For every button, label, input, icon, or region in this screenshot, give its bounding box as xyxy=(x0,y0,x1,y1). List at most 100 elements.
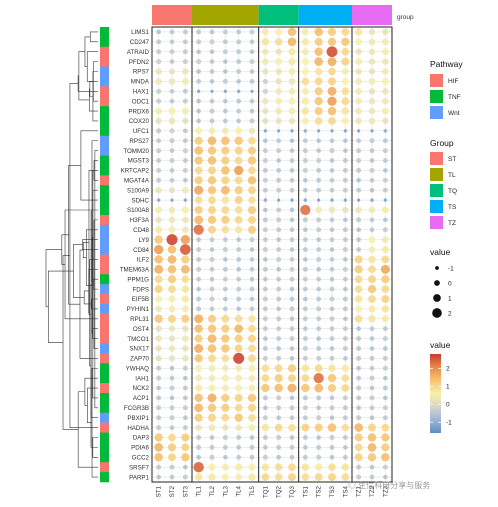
data-point-LY9-TZ1 xyxy=(356,237,361,242)
data-point-OST4-TQ2 xyxy=(276,326,282,332)
data-point-PDIA6-TQ1 xyxy=(263,445,268,450)
data-point-ZAP70-TL4 xyxy=(233,352,245,364)
data-point-LIMS1-TL2 xyxy=(209,29,215,35)
data-point-SRSF7-TL3 xyxy=(221,463,229,471)
dendrogram-link xyxy=(80,130,98,201)
data-point-COX20-TS1 xyxy=(301,117,309,125)
data-point-CD247-TZ1 xyxy=(355,38,363,46)
row-label: OST4 xyxy=(133,326,150,333)
data-point-S100A9-ST1 xyxy=(155,187,162,194)
data-point-PRDX6-ST3 xyxy=(181,107,189,115)
legend-label: 1 xyxy=(446,384,450,391)
legend-label: 2 xyxy=(448,310,452,317)
data-points xyxy=(154,27,390,481)
data-point-PARP1-TS4 xyxy=(341,473,350,481)
data-point-RPS7-TL4 xyxy=(236,69,242,74)
data-point-PARP1-TL2 xyxy=(208,473,216,481)
data-point-S100A8-TL3 xyxy=(221,206,230,214)
data-point-SNX17-TZ3 xyxy=(383,346,388,351)
data-point-MGST3-TS4 xyxy=(342,158,348,163)
data-point-PBXIP1-TQ3 xyxy=(289,415,295,421)
data-point-OST4-TQ1 xyxy=(262,326,268,332)
data-point-PFDN2-TZ2 xyxy=(368,58,376,65)
data-point-S100A8-TS4 xyxy=(342,206,349,214)
data-point-OST4-TL5 xyxy=(248,324,256,333)
data-point-PPM1G-TQ1 xyxy=(263,276,268,282)
data-point-GCC2-TS3 xyxy=(329,454,335,460)
data-point-ZAP70-TL3 xyxy=(221,354,230,363)
data-point-SNX17-ST1 xyxy=(155,345,162,352)
data-point-YWHAQ-TQ2 xyxy=(274,364,283,373)
data-point-FDPS-TS3 xyxy=(329,286,335,292)
data-point-KRTCAP2-TS2 xyxy=(316,168,322,173)
data-point-KRTCAP2-TS3 xyxy=(329,168,335,173)
pathway-cell-CD48 xyxy=(100,224,109,236)
data-point-PPM1G-TZ3 xyxy=(381,275,390,284)
data-point-FDPS-TQ3 xyxy=(289,286,295,292)
data-point-HAX1-TS3 xyxy=(327,86,337,96)
data-point-PRDX6-TL4 xyxy=(236,108,242,114)
data-point-IAH1-TL4 xyxy=(235,374,243,382)
data-point-CD84-TQ2 xyxy=(276,247,282,252)
data-point-PBXIP1-TQ2 xyxy=(276,415,281,420)
data-point-IAH1-TL5 xyxy=(248,374,256,382)
data-point-COX20-ST3 xyxy=(182,118,189,124)
dendrogram-link xyxy=(92,71,98,122)
data-point-ACP1-TZ2 xyxy=(369,395,375,401)
data-point-RPL31-ST3 xyxy=(181,314,190,323)
data-point-FCGR3B-TS1 xyxy=(302,405,308,411)
row-label: ZAP70 xyxy=(130,356,149,363)
data-point-TMCO1-TS2 xyxy=(316,336,321,341)
data-point-H3F3A-TS3 xyxy=(329,217,335,223)
data-point-LY9-ST2 xyxy=(166,234,178,246)
data-point-S100A8-TL5 xyxy=(247,205,257,215)
data-point-RPS7-TL5 xyxy=(249,69,255,74)
data-point-YWHAQ-ST2 xyxy=(169,365,175,371)
data-point-CD84-TL5 xyxy=(249,247,255,252)
data-point-SDHC-TS4 xyxy=(343,198,348,202)
data-point-FDPS-ST1 xyxy=(154,285,163,294)
data-point-PARP1-TL1 xyxy=(195,473,203,481)
data-point-PPM1G-TQ3 xyxy=(289,276,295,282)
data-point-TMEM63A-TZ3 xyxy=(380,264,390,274)
data-point-PFDN2-TZ1 xyxy=(355,58,363,65)
data-point-TOMM20-TL2 xyxy=(207,146,217,155)
data-point-ILF2-TS4 xyxy=(343,257,348,262)
data-point-TMCO1-TQ1 xyxy=(263,336,268,341)
data-point-HADHA-TZ3 xyxy=(381,423,390,432)
data-point-GCC2-TS1 xyxy=(302,454,308,460)
data-point-EIF5B-TS4 xyxy=(342,296,348,302)
data-point-SRSF7-TL5 xyxy=(248,463,256,471)
dendrogram-link xyxy=(91,298,98,310)
data-point-LY9-TL4 xyxy=(236,237,241,242)
data-point-IAH1-TZ1 xyxy=(356,375,362,381)
data-point-FCGR3B-TS4 xyxy=(342,405,348,411)
legend-color: value 2 1 0 -1 xyxy=(430,340,452,433)
data-point-MGAT4A-TL3 xyxy=(221,176,230,185)
data-point-COX20-TQ2 xyxy=(275,117,282,125)
data-point-COX20-TL5 xyxy=(249,118,255,124)
data-point-RPL31-ST1 xyxy=(154,314,163,323)
data-point-CD48-TL1 xyxy=(193,224,204,235)
pathway-cell-MGST3 xyxy=(100,155,109,166)
data-point-S100A9-TQ2 xyxy=(276,187,282,193)
data-point-HADHA-ST3 xyxy=(182,425,188,430)
data-point-LIMS1-TL5 xyxy=(249,29,255,35)
data-point-FCGR3B-ST2 xyxy=(169,405,175,411)
row-label: DAP3 xyxy=(133,435,150,442)
data-point-DAP3-TL4 xyxy=(236,435,242,440)
group-block-ST xyxy=(152,5,192,25)
data-point-ODC1-TS4 xyxy=(341,97,350,106)
column-label: TZ1 xyxy=(356,485,363,497)
data-point-CD48-ST3 xyxy=(182,226,189,234)
data-point-MGAT4A-TQ1 xyxy=(262,177,268,183)
data-point-S100A9-ST2 xyxy=(168,187,176,194)
data-point-TMCO1-TL4 xyxy=(234,334,243,343)
row-dendrogram xyxy=(45,31,98,478)
data-point-S100A9-TL5 xyxy=(248,186,256,195)
dendrogram-link xyxy=(78,51,90,101)
data-point-LIMS1-TQ1 xyxy=(261,28,269,36)
data-point-MNDA-ST1 xyxy=(155,78,162,85)
data-point-HADHA-TZ1 xyxy=(354,423,363,432)
dendrogram-link xyxy=(84,377,98,406)
